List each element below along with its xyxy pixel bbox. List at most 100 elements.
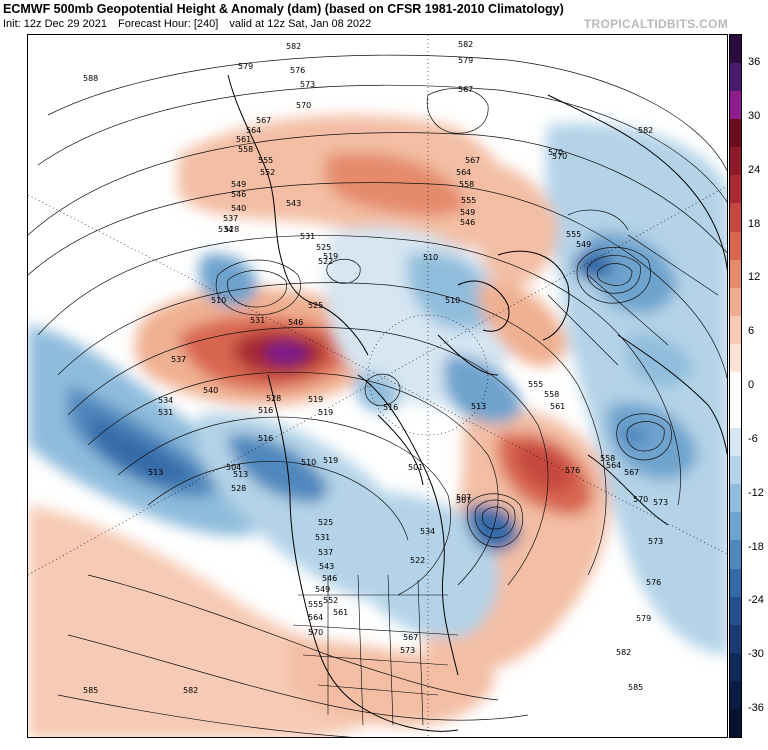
colorbar-segment <box>730 540 741 570</box>
contour-label: 543 <box>319 562 334 571</box>
colorbar-segment <box>730 652 741 682</box>
contour-label: 528 <box>224 225 239 234</box>
contour-label: 507 <box>456 496 471 505</box>
colorbar-tick-label: -18 <box>748 540 764 553</box>
contour-label: 522 <box>318 257 333 266</box>
contour-label: 531 <box>158 408 173 417</box>
colorbar-tick-label: 6 <box>748 325 755 338</box>
colorbar-tick-label: 36 <box>748 56 761 68</box>
contour-label: 570 <box>548 148 563 157</box>
colorbar-segment <box>730 708 741 738</box>
contour-label: 555 <box>308 600 323 609</box>
colorbar-tick-label: 0 <box>748 379 755 391</box>
contour-label: 510 <box>301 458 316 467</box>
contour-label: 507 <box>456 493 471 502</box>
contour-label: 582 <box>183 686 198 695</box>
contour-label: 534 <box>218 225 233 234</box>
colorbar-segment <box>730 175 741 204</box>
contour-label: 510 <box>211 296 226 305</box>
init-time: Init: 12z Dec 29 2021 <box>3 18 107 30</box>
colorbar-segment <box>730 568 741 598</box>
anomaly-shading <box>28 115 727 737</box>
contour-label: 582 <box>638 126 653 135</box>
contour-label: 540 <box>203 386 218 395</box>
contour-label: 561 <box>550 402 565 411</box>
colorbar-segment <box>730 91 741 120</box>
contour-label: 543 <box>286 199 301 208</box>
contour-label: 546 <box>322 574 337 583</box>
contour-label: 567 <box>403 633 418 642</box>
colorbar-segment <box>730 680 741 710</box>
colorbar-segment <box>730 287 741 317</box>
contour-label: 549 <box>576 240 591 249</box>
colorbar-tick-label: 30 <box>748 109 761 122</box>
colorbar-tick-label: -24 <box>748 594 764 607</box>
colorbar-tick-label: 24 <box>748 163 761 176</box>
contour-label: 573 <box>648 537 663 546</box>
contour-label: 564 <box>456 168 471 177</box>
contour-label: 555 <box>258 156 273 165</box>
contour-label: 501 <box>408 463 423 472</box>
valid-time: valid at 12z Sat, Jan 08 2022 <box>229 18 372 30</box>
contour-label: 519 <box>318 408 333 417</box>
forecast-info: Init: 12z Dec 29 2021 Forecast Hour: [24… <box>3 18 379 30</box>
contour-label: 558 <box>544 390 559 399</box>
contour-label: 573 <box>400 646 415 655</box>
colorbar-segment <box>730 596 741 626</box>
contour-label: 567 <box>465 156 480 165</box>
contour-label: 585 <box>83 686 98 695</box>
brand-watermark: TROPICALTIDBITS.COM <box>583 17 728 31</box>
contour-label: 573 <box>300 80 315 89</box>
contour-label: 531 <box>300 232 315 241</box>
contour-label: 558 <box>600 454 615 463</box>
contour-label: 525 <box>316 243 331 252</box>
contour-label: 528 <box>266 394 281 403</box>
colorbar-segment <box>730 371 741 401</box>
contour-label: 546 <box>460 218 475 227</box>
colorbar-tick-label: 12 <box>748 271 761 284</box>
contour-label: 570 <box>633 495 648 504</box>
page-title: ECMWF 500mb Geopotential Height & Anomal… <box>3 2 564 16</box>
contour-label: 555 <box>566 230 581 239</box>
contour-label: 549 <box>231 180 246 189</box>
contour-label: 528 <box>231 484 246 493</box>
contour-label: 579 <box>636 614 651 623</box>
contour-label: 567 <box>256 116 271 125</box>
colorbar-segment <box>730 231 741 261</box>
contour-label: 555 <box>528 380 543 389</box>
contour-label: 570 <box>296 101 311 110</box>
contour-label: 531 <box>250 316 265 325</box>
contour-label-group: 582 579 576 573 570 567 564 561 558 555 … <box>83 40 668 695</box>
graticule <box>28 35 727 737</box>
contour-label: 561 <box>236 135 251 144</box>
coastlines <box>227 74 727 732</box>
colorbar-segment <box>730 428 741 457</box>
colorbar-segment <box>730 484 741 513</box>
contour-label: 582 <box>458 40 473 49</box>
contour-label: 555 <box>461 196 476 205</box>
colorbar-segment <box>730 624 741 654</box>
contour-label: 525 <box>308 301 323 310</box>
contour-label: 537 <box>171 355 186 364</box>
contour-label: 573 <box>653 498 668 507</box>
contour-label: 564 <box>606 461 621 470</box>
anomaly-colorbar <box>729 34 742 738</box>
contour-label: 567 <box>458 85 473 94</box>
contour-label: 516 <box>258 434 273 443</box>
contour-label: 558 <box>238 145 253 154</box>
contour-label: 549 <box>315 585 330 594</box>
contour-label: 558 <box>459 180 474 189</box>
state-borders <box>292 234 719 726</box>
contour-label: 537 <box>223 214 238 223</box>
contour-label: 552 <box>260 168 275 177</box>
contour-label: 534 <box>158 396 173 405</box>
contour-label: 504 <box>226 463 241 472</box>
colorbar-segment <box>730 456 741 485</box>
colorbar-segment <box>730 203 741 233</box>
contour-label: 510 <box>423 253 438 262</box>
map-panel: 582 579 576 573 570 567 564 561 558 555 … <box>27 34 728 738</box>
colorbar-segment <box>730 315 741 345</box>
colorbar-segment <box>730 512 741 541</box>
forecast-hour: Forecast Hour: [240] <box>118 18 219 30</box>
contour-label: 579 <box>458 56 473 65</box>
